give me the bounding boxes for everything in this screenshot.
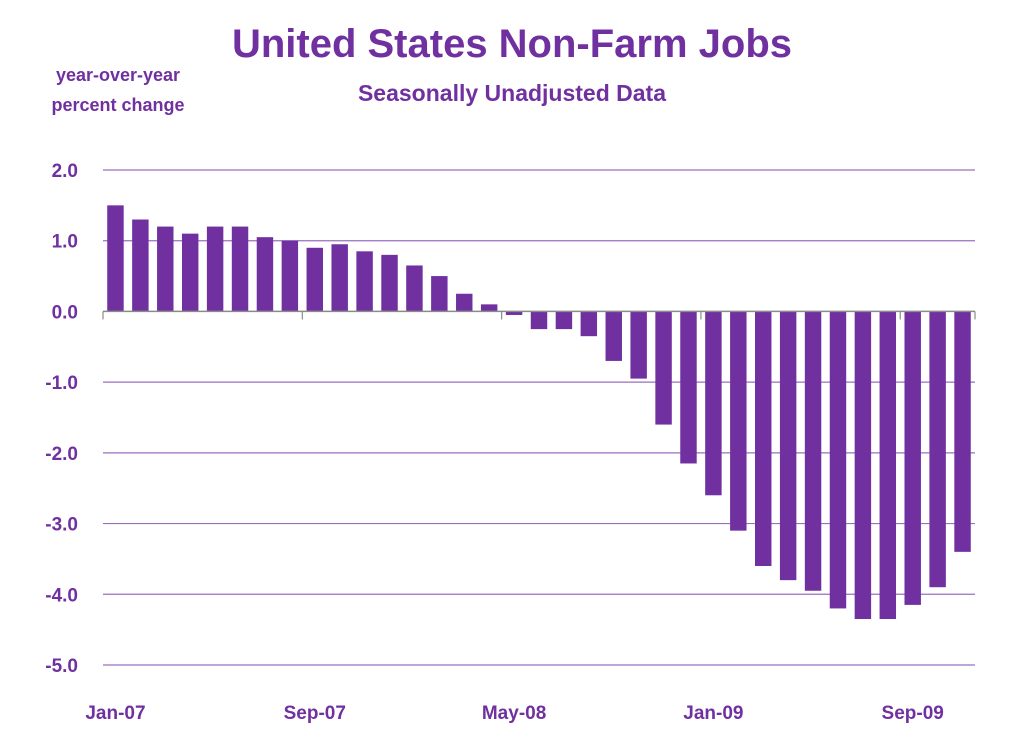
bar [406, 265, 423, 312]
bar [381, 254, 398, 312]
y-axis-label-line-2: percent change [51, 95, 185, 115]
x-tick-label: Sep-07 [284, 703, 346, 724]
bar [829, 311, 847, 609]
bar [431, 276, 448, 312]
y-axis-label: year-over-year percent change [28, 60, 208, 120]
bar [779, 311, 797, 581]
bar [804, 311, 822, 591]
bar [879, 311, 897, 620]
y-axis-label-line-1: year-over-year [55, 65, 181, 85]
bar [157, 226, 174, 312]
y-tick-label: -4.0 [45, 585, 78, 606]
bar [480, 304, 498, 312]
bar [630, 311, 647, 379]
y-tick-label: 2.0 [52, 161, 78, 182]
y-tick-label: -2.0 [45, 444, 78, 465]
bar [605, 311, 622, 361]
bar [705, 311, 722, 496]
bar [456, 293, 473, 312]
bar [655, 311, 672, 425]
bar [530, 311, 548, 330]
bar [755, 311, 772, 566]
bar [306, 247, 323, 312]
x-tick-label: Sep-09 [882, 703, 944, 724]
bar [181, 233, 199, 312]
bar [854, 311, 872, 620]
bar [231, 226, 249, 312]
bar [929, 311, 946, 588]
bar [904, 311, 921, 605]
x-tick-label: Jan-07 [85, 703, 145, 724]
bar [730, 311, 747, 531]
y-tick-label: 1.0 [52, 232, 78, 253]
y-tick-label: -5.0 [45, 656, 78, 677]
bar [132, 219, 149, 312]
bar [680, 311, 697, 464]
chart-title: United States Non-Farm Jobs [231, 22, 793, 66]
bar [107, 205, 124, 312]
bar [256, 237, 274, 312]
x-tick-label: Jan-09 [683, 703, 743, 724]
x-tick-label: May-08 [482, 703, 546, 724]
chart-subtitle: Seasonally Unadjusted Data [357, 80, 667, 106]
bar [356, 251, 373, 312]
bar [505, 311, 523, 315]
y-tick-label: 0.0 [52, 302, 78, 323]
bar [555, 311, 573, 330]
bar [580, 311, 598, 337]
bar [281, 240, 299, 312]
y-tick-label: -3.0 [45, 515, 78, 536]
y-tick-label: -1.0 [45, 373, 78, 394]
bar [331, 244, 348, 312]
bar [954, 311, 971, 552]
bar [206, 226, 224, 312]
